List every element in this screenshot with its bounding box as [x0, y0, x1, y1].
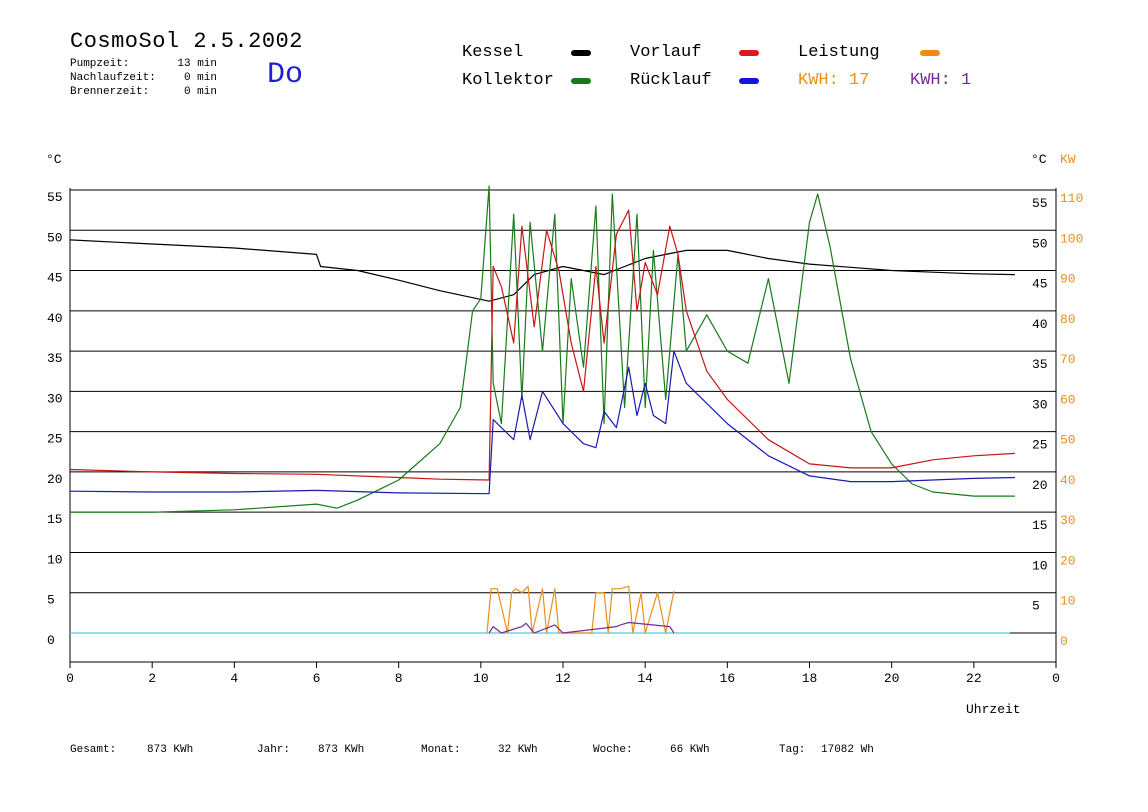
- legend-vorlauf: Vorlauf: [630, 43, 702, 62]
- y-tick-left-15: 15: [47, 512, 63, 527]
- after-run-label: Nachlaufzeit:: [70, 72, 156, 84]
- kw-tick-100: 100: [1060, 231, 1083, 246]
- kw-tick-10: 10: [1060, 594, 1076, 609]
- y-tick-right-20: 20: [1032, 478, 1048, 493]
- month-label: Monat:: [421, 744, 461, 756]
- x-axis-label: Uhrzeit: [966, 702, 1021, 717]
- y-tick-left-35: 35: [47, 351, 63, 366]
- after-run-value: 0 min: [183, 72, 217, 84]
- y-tick-left-40: 40: [47, 311, 63, 326]
- series-kwh: [488, 621, 675, 634]
- pump-time-label: Pumpzeit:: [70, 58, 130, 70]
- x-tick-label-7: 14: [637, 671, 653, 686]
- y-axis-label-right: °C: [1031, 152, 1047, 167]
- y-tick-right-55: 55: [1032, 196, 1048, 211]
- legend-kollektor-swatch: [571, 78, 591, 84]
- month-value: 32 KWh: [498, 744, 538, 756]
- kw-tick-0: 0: [1060, 634, 1068, 649]
- total-value: 873 KWh: [147, 744, 194, 756]
- x-tick-label-10: 20: [884, 671, 900, 686]
- y-tick-left-20: 20: [47, 472, 63, 487]
- y-tick-left-50: 50: [47, 230, 63, 245]
- y-tick-right-10: 10: [1032, 558, 1048, 573]
- kw-tick-40: 40: [1060, 473, 1076, 488]
- kw-tick-30: 30: [1060, 513, 1076, 528]
- x-tick-label-4: 8: [395, 671, 403, 686]
- year-value: 873 KWh: [318, 744, 365, 756]
- y-tick-left-0: 0: [47, 633, 55, 648]
- series-ruecklauf: [69, 350, 1015, 495]
- kw-tick-70: 70: [1060, 352, 1076, 367]
- x-tick-label-3: 6: [313, 671, 321, 686]
- series-leistung: [486, 585, 675, 634]
- x-tick-label-8: 16: [720, 671, 736, 686]
- burner-time-value: 0 min: [183, 86, 217, 98]
- legend-kwh-orange: KWH: 17: [798, 71, 870, 90]
- week-value: 66 KWh: [670, 744, 710, 756]
- y-tick-right-50: 50: [1032, 236, 1048, 251]
- kw-tick-50: 50: [1060, 433, 1076, 448]
- legend-kessel: Kessel: [462, 43, 524, 62]
- y-tick-left-25: 25: [47, 432, 63, 447]
- kw-tick-80: 80: [1060, 312, 1076, 327]
- burner-time-label: Brennerzeit:: [70, 86, 150, 98]
- x-tick-label-2: 4: [230, 671, 238, 686]
- series-kessel: [69, 239, 1015, 302]
- y-tick-left-55: 55: [47, 190, 63, 205]
- legend-vorlauf-swatch: [739, 50, 759, 56]
- kw-tick-90: 90: [1060, 272, 1076, 287]
- legend-ruecklauf: Rücklauf: [630, 71, 712, 90]
- app-title: CosmoSol 2.5.2002: [70, 29, 303, 54]
- series-vorlauf: [69, 209, 1015, 481]
- y-tick-left-45: 45: [47, 271, 63, 286]
- x-tick-label-1: 2: [148, 671, 156, 686]
- legend-kwh-purple: KWH: 1: [910, 71, 972, 90]
- x-tick-label-0: 0: [66, 671, 74, 686]
- legend-leistung-swatch: [920, 50, 940, 56]
- y-tick-left-30: 30: [47, 391, 63, 406]
- kw-tick-60: 60: [1060, 392, 1076, 407]
- year-label: Jahr:: [257, 744, 291, 756]
- y-tick-right-5: 5: [1032, 599, 1040, 614]
- x-tick-label-12: 0: [1052, 671, 1060, 686]
- kw-tick-20: 20: [1060, 553, 1076, 568]
- y-tick-right-30: 30: [1032, 397, 1048, 412]
- y-tick-right-25: 25: [1032, 438, 1048, 453]
- y-tick-right-15: 15: [1032, 518, 1048, 533]
- y-tick-left-5: 5: [47, 593, 55, 608]
- series-kollektor: [70, 185, 1015, 513]
- kw-tick-110: 110: [1060, 191, 1083, 206]
- day-label: Tag:: [779, 744, 806, 756]
- pump-time-value: 13 min: [177, 58, 217, 70]
- y-axis-label-left: °C: [46, 152, 62, 167]
- legend-ruecklauf-swatch: [739, 78, 759, 84]
- x-tick-label-6: 12: [555, 671, 571, 686]
- y-axis-label-kw: KW: [1060, 152, 1076, 167]
- y-tick-right-45: 45: [1032, 277, 1048, 292]
- x-tick-label-5: 10: [473, 671, 489, 686]
- y-tick-left-10: 10: [47, 552, 63, 567]
- week-label: Woche:: [593, 744, 633, 756]
- total-label: Gesamt:: [70, 744, 117, 756]
- day-value: 17082 Wh: [821, 744, 874, 756]
- legend-kollektor: Kollektor: [462, 71, 554, 90]
- legend-kessel-swatch: [571, 50, 591, 56]
- x-tick-label-9: 18: [802, 671, 818, 686]
- y-tick-right-40: 40: [1032, 317, 1048, 332]
- weekday-label: Do: [267, 58, 304, 92]
- y-tick-right-35: 35: [1032, 357, 1048, 372]
- legend-leistung: Leistung: [798, 43, 880, 62]
- x-tick-label-11: 22: [966, 671, 982, 686]
